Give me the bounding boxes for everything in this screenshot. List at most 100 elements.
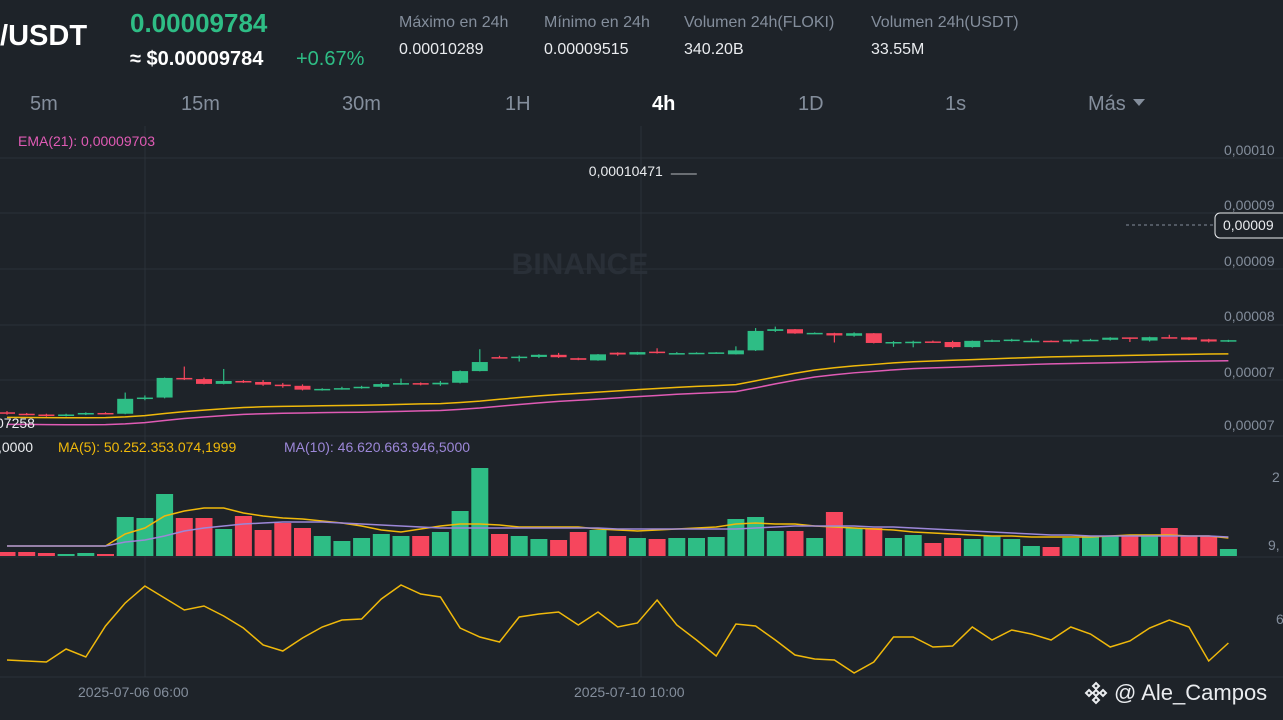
volume-axis-label: 9, [1268, 537, 1280, 553]
candlestick-chart[interactable]: BINANCE 0,00010471072580,00009 0,000100,… [0, 126, 1283, 686]
candle-body [176, 377, 193, 380]
volume-bar [1141, 536, 1159, 556]
candle-body [944, 342, 961, 348]
volume-axis-label: 2 [1272, 469, 1280, 485]
stat-24h-volume-floki: Volumen 24h(FLOKI) 340.20B [684, 14, 834, 59]
volume-bar [865, 528, 883, 556]
candle-body [1181, 337, 1197, 340]
timeframe-1d[interactable]: 1D [798, 93, 824, 115]
timeframe-1h[interactable]: 1H [505, 93, 531, 115]
volume-bar [234, 516, 252, 556]
volume-bar [392, 536, 410, 556]
timeframe-1s[interactable]: 1s [945, 93, 967, 115]
volume-bar [353, 538, 371, 556]
binance-watermark: BINANCE [512, 248, 649, 281]
candle-body [649, 351, 666, 354]
volume-bars-layer [0, 468, 1237, 556]
volume-bar [431, 532, 449, 556]
stat-value: 340.20B [684, 41, 744, 58]
candle-body [491, 357, 508, 359]
candle-body [255, 381, 272, 385]
price-axis-label: 0,00007 [1224, 417, 1275, 433]
volume-bar [1003, 539, 1021, 556]
current-price-tag-text: 0,00009 [1223, 217, 1274, 233]
volume-bar [0, 552, 16, 556]
candle-body [905, 341, 922, 344]
volume-bar [1160, 528, 1178, 556]
timeframe-more-dropdown[interactable]: Más [1088, 93, 1145, 116]
timeframe-5m[interactable]: 5m [30, 93, 58, 115]
candle-body [885, 342, 902, 344]
volume-bar [1180, 536, 1198, 556]
volume-bar [628, 538, 646, 556]
caret-down-icon [1132, 99, 1145, 107]
volume-bar [1062, 538, 1080, 556]
timeframe-bar: 5m 15m 30m 1H 4h 1D 1s Más [0, 84, 1283, 126]
current-price-tag [1214, 212, 1283, 239]
candle-body [688, 352, 705, 355]
candle-body [314, 388, 331, 391]
timeframe-30m[interactable]: 30m [342, 93, 381, 115]
candle-body [629, 352, 646, 355]
candle-body [1161, 337, 1178, 339]
candle-body [1082, 339, 1099, 342]
candle-body [1220, 340, 1237, 342]
timeframe-15m[interactable]: 15m [181, 93, 220, 115]
volume-bar [747, 517, 765, 556]
candle-body [333, 388, 350, 390]
volume-bar [175, 518, 193, 556]
volume-bar [589, 530, 607, 556]
volume-bar [136, 518, 154, 556]
candle-body [38, 414, 55, 417]
candle-body [747, 330, 764, 351]
volume-bar [904, 535, 922, 556]
stat-value: 0.00010289 [399, 41, 484, 58]
price-axis-label: 0,00009 [1224, 253, 1275, 269]
candle-body [924, 341, 941, 343]
volume-bar [707, 537, 725, 556]
candle-body [530, 354, 547, 357]
volume-bar [1082, 536, 1099, 556]
volume-bar [1121, 536, 1139, 556]
last-price: 0.00009784 [130, 8, 268, 38]
candle-body [77, 412, 94, 415]
candle-body [727, 350, 744, 355]
ma10-indicator-label[interactable]: MA(10): 46.620.663.946,5000 [284, 439, 471, 455]
stat-value: 0.00009515 [544, 41, 629, 58]
candle-body [846, 333, 863, 336]
candles-layer [0, 326, 1237, 417]
trading-pair[interactable]: I/USDT [0, 20, 88, 52]
time-axis-label: 2025-07-06 06:00 [78, 684, 189, 700]
candle-body [787, 329, 803, 334]
high-price-label: 0,00010471 [589, 163, 663, 179]
volume-bar [1042, 547, 1060, 556]
volume-bar [471, 468, 489, 556]
candle-body [1102, 337, 1119, 340]
volume-bar [254, 530, 272, 556]
volume-bar [825, 512, 843, 556]
candle-body [18, 413, 35, 416]
ema-line [6, 360, 1229, 426]
volume-bar [37, 553, 55, 556]
candle-body [58, 414, 75, 417]
volume-bar [569, 532, 587, 556]
timeframe-4h[interactable]: 4h [652, 93, 676, 115]
volume-bar [77, 553, 95, 556]
candle-body [865, 333, 882, 343]
volume-bar [294, 528, 311, 556]
stat-label: Volumen 24h(FLOKI) [684, 14, 835, 31]
binance-logo-icon [1084, 681, 1108, 705]
ema-indicator-label[interactable]: EMA(21): 0,00009703 [18, 133, 155, 149]
candle-body [373, 384, 390, 387]
volume-bar [609, 536, 627, 556]
volume-bar [1219, 549, 1237, 556]
volume-bar [116, 517, 134, 556]
volume-bar [944, 538, 962, 556]
price-axis-label: 0,00009 [1224, 197, 1275, 213]
ma5-indicator-label[interactable]: MA(5): 50.252.353.074,1999 [58, 439, 237, 455]
candle-body [235, 380, 252, 383]
author-name: @ Ale_Campos [1114, 680, 1268, 705]
candle-body [806, 332, 823, 335]
candle-body [1121, 337, 1138, 339]
candle-body [570, 358, 587, 360]
